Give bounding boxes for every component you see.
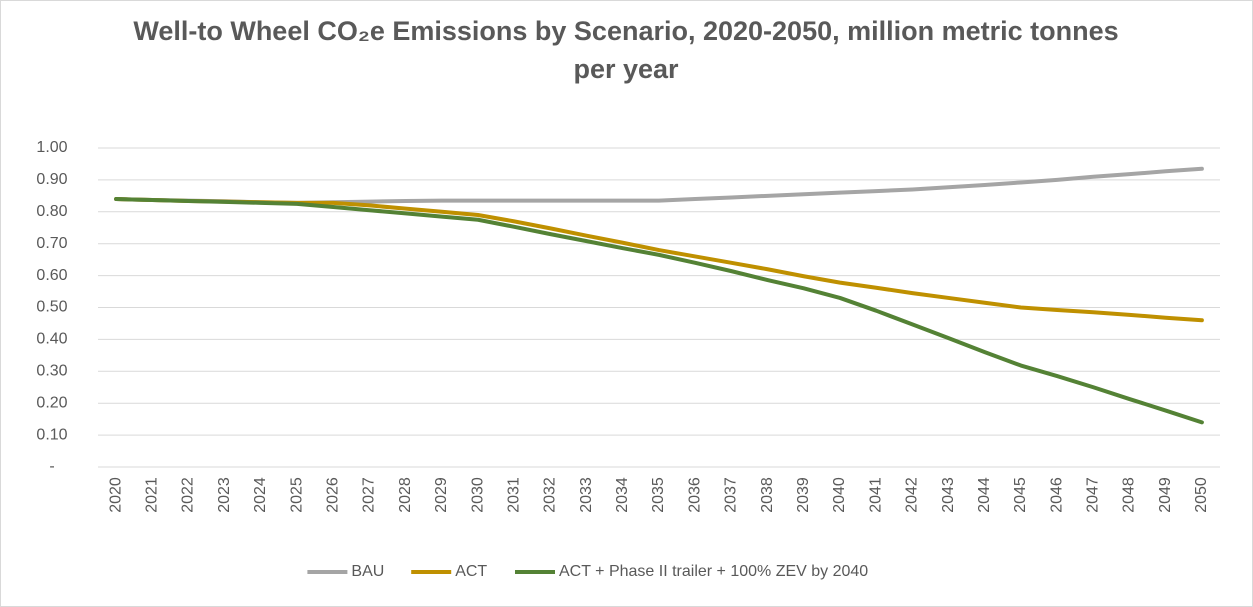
x-tick-label: 2049 <box>1157 477 1174 513</box>
x-tick-label: 2025 <box>288 477 305 513</box>
x-tick-label: 2021 <box>144 477 161 513</box>
x-tick-label: 2023 <box>216 477 233 513</box>
x-tick-label: 2030 <box>469 477 486 513</box>
y-tick-label: 0.70 <box>36 235 67 252</box>
y-tick-label: 0.80 <box>36 203 67 220</box>
x-tick-label: 2036 <box>686 477 703 513</box>
x-tick-label: 2045 <box>1012 477 1029 513</box>
x-tick-label: 2041 <box>867 477 884 513</box>
y-tick-label: 0.20 <box>36 394 67 411</box>
x-tick-label: 2032 <box>542 477 559 513</box>
x-tick-label: 2024 <box>252 477 269 513</box>
x-tick-label: 2047 <box>1085 477 1102 513</box>
legend-label: BAU <box>351 563 384 580</box>
x-tick-label: 2022 <box>180 477 197 513</box>
y-tick-label: - <box>49 458 54 475</box>
x-tick-label: 2027 <box>361 477 378 513</box>
x-tick-label: 2031 <box>505 477 522 513</box>
x-tick-label: 2050 <box>1193 477 1210 513</box>
x-tick-label: 2035 <box>650 477 667 513</box>
legend-label: ACT + Phase II trailer + 100% ZEV by 204… <box>559 563 868 580</box>
x-tick-label: 2048 <box>1121 477 1138 513</box>
legend-label: ACT <box>455 563 487 580</box>
x-tick-label: 2020 <box>107 477 124 513</box>
x-tick-label: 2043 <box>940 477 957 513</box>
x-tick-label: 2046 <box>1048 477 1065 513</box>
x-tick-label: 2044 <box>976 477 993 513</box>
y-tick-label: 0.90 <box>36 171 67 188</box>
y-tick-label: 0.30 <box>36 363 67 380</box>
y-tick-label: 0.60 <box>36 267 67 284</box>
x-tick-label: 2034 <box>614 477 631 513</box>
y-tick-label: 0.10 <box>36 426 67 443</box>
x-tick-label: 2039 <box>795 477 812 513</box>
y-tick-label: 0.50 <box>36 299 67 316</box>
x-tick-label: 2038 <box>759 477 776 513</box>
x-tick-label: 2033 <box>578 477 595 513</box>
x-tick-label: 2029 <box>433 477 450 513</box>
series-line <box>114 197 1204 425</box>
x-tick-label: 2040 <box>831 477 848 513</box>
y-tick-label: 0.40 <box>36 331 67 348</box>
x-tick-label: 2042 <box>904 477 921 513</box>
x-tick-label: 2026 <box>324 477 341 513</box>
chart-title: Well-to Wheel CO₂e Emissions by Scenario… <box>133 16 1119 84</box>
y-tick-label: 1.00 <box>36 139 67 156</box>
x-tick-label: 2028 <box>397 477 414 513</box>
x-tick-label: 2037 <box>723 477 740 513</box>
